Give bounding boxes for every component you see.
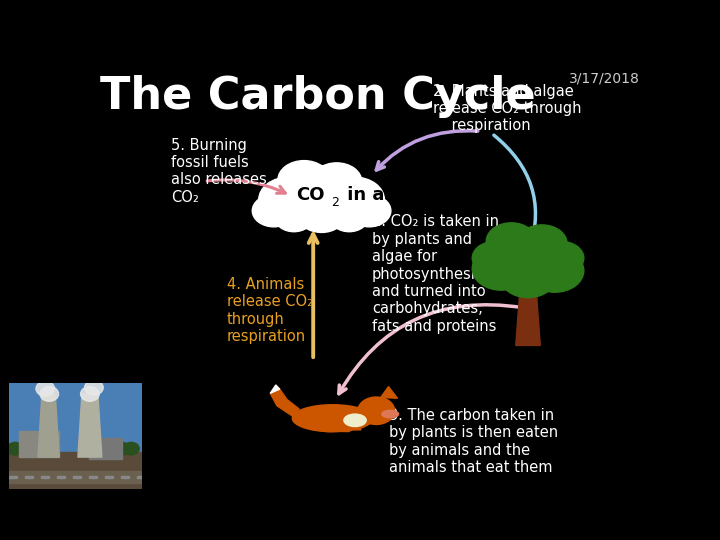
Circle shape [84, 380, 103, 395]
Polygon shape [354, 418, 361, 430]
Bar [19, 431, 59, 457]
Polygon shape [516, 285, 540, 346]
Circle shape [486, 223, 536, 260]
Bar [57, 476, 65, 478]
Text: CO: CO [297, 186, 325, 204]
Bar [40, 476, 48, 478]
Circle shape [297, 197, 346, 232]
Ellipse shape [344, 414, 366, 427]
Bar [9, 471, 142, 483]
Text: 3/17/2018: 3/17/2018 [569, 71, 639, 85]
Circle shape [490, 228, 566, 285]
Circle shape [526, 249, 584, 292]
Circle shape [330, 203, 368, 232]
Text: 5. Burning
fossil fuels
also releases
CO₂: 5. Burning fossil fuels also releases CO… [171, 138, 266, 205]
Polygon shape [381, 387, 397, 399]
Circle shape [7, 442, 23, 455]
Circle shape [312, 163, 361, 200]
Bar [9, 452, 142, 489]
Ellipse shape [292, 404, 373, 432]
Circle shape [21, 442, 37, 455]
Text: 3. The carbon taken in
by plants is then eaten
by animals and the
animals that e: 3. The carbon taken in by plants is then… [389, 408, 558, 475]
Bar [137, 476, 145, 478]
Text: 2. Plants and algae
release CO₂ through
    respiration: 2. Plants and algae release CO₂ through … [433, 84, 582, 133]
Circle shape [275, 203, 313, 232]
Polygon shape [38, 394, 59, 457]
Polygon shape [270, 385, 279, 393]
Text: 4. Animals
release CO₂
through
respiration: 4. Animals release CO₂ through respirati… [227, 277, 312, 344]
Bar [9, 383, 142, 457]
Polygon shape [326, 420, 334, 431]
Circle shape [81, 387, 99, 401]
Polygon shape [78, 394, 102, 457]
Bar [89, 476, 96, 478]
Circle shape [101, 442, 117, 455]
Bar [120, 476, 128, 478]
Text: 1. CO₂ is taken in
by plants and
algae for
photosynthesis
and turned into
carboh: 1. CO₂ is taken in by plants and algae f… [372, 214, 499, 334]
Circle shape [258, 177, 319, 222]
Circle shape [500, 256, 556, 298]
Bar [73, 476, 81, 478]
Ellipse shape [382, 410, 399, 418]
Circle shape [348, 194, 391, 227]
Text: The Carbon Cycle: The Carbon Cycle [100, 75, 536, 118]
Circle shape [517, 225, 567, 262]
Circle shape [278, 160, 330, 199]
Polygon shape [315, 418, 323, 430]
Bar [9, 476, 17, 478]
Bar [24, 476, 32, 478]
Circle shape [282, 166, 361, 226]
Polygon shape [343, 420, 351, 431]
Circle shape [472, 241, 517, 275]
Circle shape [539, 241, 584, 275]
Circle shape [358, 397, 395, 424]
Text: in air: in air [341, 186, 400, 204]
Circle shape [324, 177, 384, 222]
Polygon shape [270, 389, 300, 416]
Circle shape [472, 247, 530, 290]
Circle shape [40, 387, 58, 401]
Circle shape [36, 381, 55, 396]
Bar [89, 438, 122, 459]
Circle shape [123, 442, 139, 455]
Text: 2: 2 [331, 195, 339, 208]
Circle shape [114, 442, 130, 455]
Bar [104, 476, 112, 478]
Circle shape [252, 194, 295, 227]
